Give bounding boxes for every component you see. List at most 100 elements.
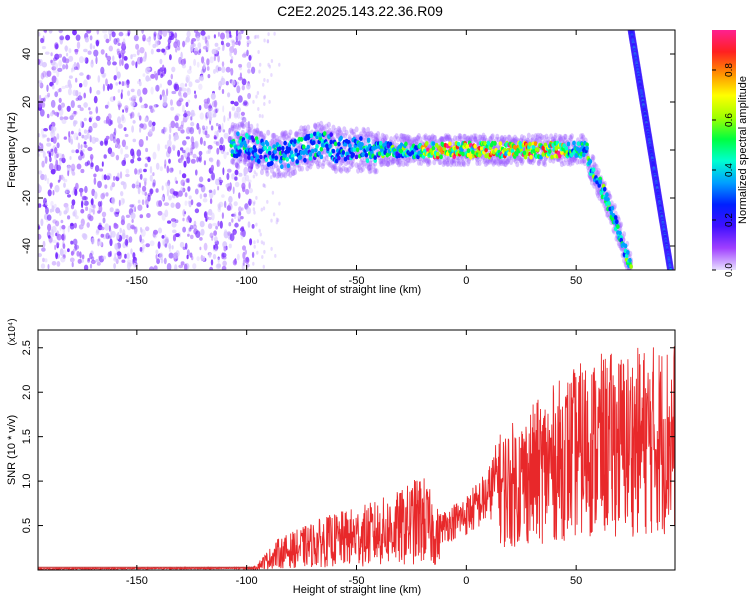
noise-mark: [227, 185, 232, 192]
band-mark: [456, 157, 461, 164]
noise-mark: [221, 194, 225, 198]
band-mark: [488, 135, 493, 142]
noise-mark: [182, 217, 185, 222]
noise-mark: [58, 53, 62, 58]
band-mark: [412, 139, 417, 145]
band-mark: [590, 154, 595, 160]
noise-mark: [54, 147, 58, 154]
noise-mark: [234, 181, 240, 188]
band-mark: [510, 136, 515, 143]
noise-mark: [270, 59, 274, 63]
noise-mark: [197, 183, 203, 188]
band-mark: [502, 136, 507, 143]
band-mark: [430, 133, 435, 140]
noise-mark: [227, 231, 231, 236]
noise-mark: [108, 30, 113, 36]
noise-mark: [54, 53, 60, 60]
noise-mark: [112, 131, 116, 139]
band-mark: [374, 133, 379, 140]
noise-mark: [215, 225, 219, 230]
noise-mark: [61, 234, 65, 241]
noise-mark: [179, 159, 184, 164]
band-mark: [395, 159, 400, 165]
noise-mark: [95, 56, 98, 65]
band-mark: [346, 166, 351, 173]
band-mark: [426, 158, 431, 165]
band-mark: [445, 135, 450, 141]
y-tick-label: 20: [21, 96, 33, 108]
noise-mark: [59, 159, 62, 167]
noise-mark: [223, 231, 229, 239]
band-mark: [366, 126, 371, 133]
band-mark: [283, 130, 288, 137]
band-mark: [251, 137, 256, 143]
noise-mark: [212, 222, 218, 227]
band-mark: [591, 167, 596, 173]
band-mark: [422, 157, 427, 164]
noise-mark: [161, 196, 165, 201]
band-mark: [321, 126, 326, 133]
noise-mark: [39, 82, 42, 87]
noise-mark: [117, 116, 122, 124]
noise-mark: [258, 134, 262, 139]
noise-mark: [170, 218, 177, 222]
noise-mark: [233, 201, 238, 207]
band-mark: [473, 135, 477, 142]
band-mark: [503, 161, 508, 168]
band-mark: [341, 165, 346, 172]
band-mark: [553, 132, 558, 139]
band-mark: [418, 136, 423, 143]
band-mark: [281, 145, 285, 151]
noise-mark: [182, 226, 187, 233]
noise-mark: [79, 251, 82, 259]
band-mark: [291, 160, 296, 167]
noise-mark: [113, 223, 119, 229]
band-mark: [619, 221, 624, 228]
band-mark: [233, 122, 238, 129]
noise-mark: [232, 186, 235, 195]
band-mark: [536, 160, 541, 167]
noise-mark: [60, 256, 66, 263]
noise-mark: [251, 251, 255, 258]
band-mark: [366, 164, 371, 171]
band-mark: [366, 131, 371, 138]
noise-mark: [51, 239, 57, 243]
noise-mark: [45, 51, 50, 55]
noise-mark: [38, 153, 41, 157]
band-mark: [422, 134, 427, 141]
noise-mark: [263, 249, 266, 254]
band-mark: [399, 133, 404, 139]
band-mark: [297, 128, 302, 135]
colorbar-tick-label: 0.6: [724, 113, 735, 127]
noise-mark: [150, 108, 156, 113]
band-mark: [263, 145, 268, 151]
noise-mark: [165, 236, 169, 245]
noise-mark: [130, 111, 135, 119]
noise-mark: [163, 202, 170, 207]
band-mark: [317, 150, 322, 156]
band-mark: [457, 135, 462, 142]
noise-mark: [252, 201, 256, 206]
noise-mark: [267, 32, 270, 37]
band-mark: [254, 130, 259, 136]
noise-mark: [171, 221, 177, 228]
band-mark: [438, 159, 443, 166]
band-mark: [559, 157, 564, 164]
noise-mark: [44, 94, 50, 99]
band-mark: [347, 134, 352, 141]
band-mark: [482, 158, 487, 165]
noise-mark: [159, 252, 164, 261]
noise-mark: [91, 188, 96, 197]
noise-mark: [218, 201, 224, 208]
noise-mark: [179, 169, 182, 175]
noise-mark: [185, 136, 190, 140]
noise-mark: [198, 150, 203, 156]
noise-mark: [80, 208, 85, 214]
band-mark: [588, 159, 593, 164]
band-mark: [379, 158, 384, 165]
band-mark: [616, 224, 620, 230]
band-mark: [385, 160, 390, 167]
noise-mark: [252, 207, 256, 212]
band-mark: [473, 133, 478, 140]
noise-mark: [229, 50, 232, 57]
